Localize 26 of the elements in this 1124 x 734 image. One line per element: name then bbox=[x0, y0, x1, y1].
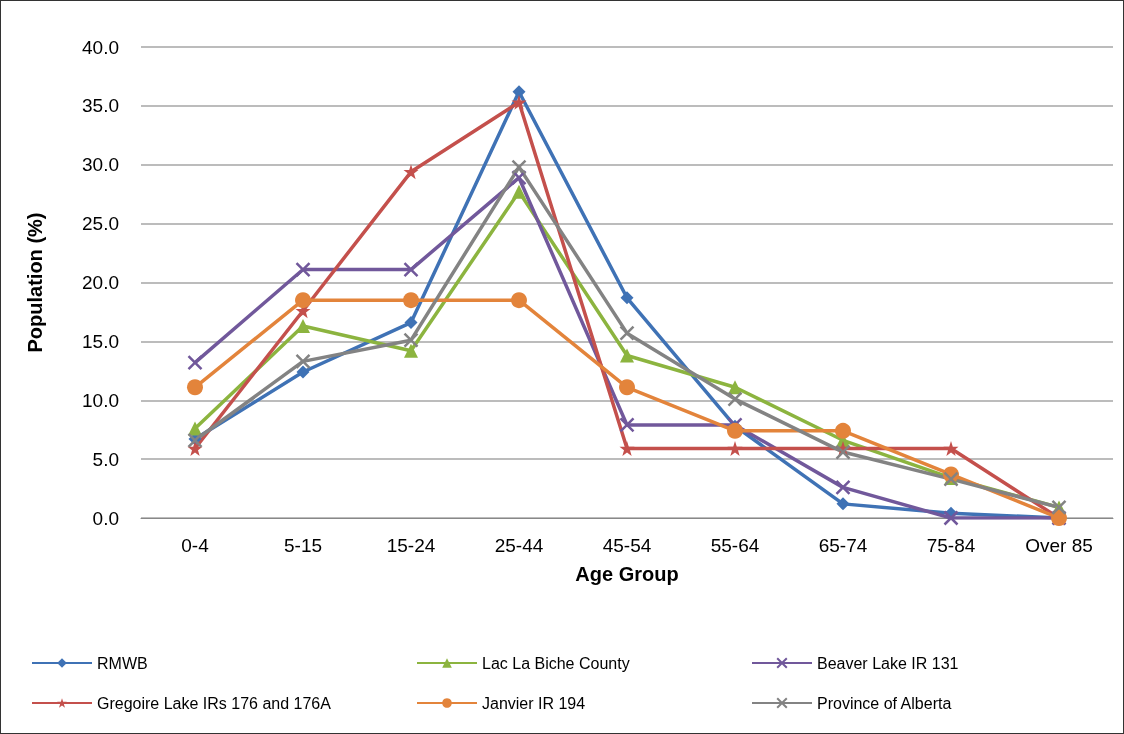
y-axis-title: Population (%) bbox=[24, 212, 46, 353]
legend-label: Province of Alberta bbox=[817, 694, 952, 712]
legend-label: RMWB bbox=[97, 654, 148, 672]
legend-label: Gregoire Lake IRs 176 and 176A bbox=[97, 694, 332, 712]
y-tick-label: 5.0 bbox=[92, 448, 119, 470]
x-tick-label: 75-84 bbox=[926, 535, 976, 556]
legend-label: Lac La Biche County bbox=[482, 654, 630, 672]
x-tick-label: 65-74 bbox=[818, 535, 868, 556]
x-tick-label: Over 85 bbox=[1025, 535, 1093, 556]
x-tick-label: 45-54 bbox=[602, 535, 652, 556]
y-tick-label: 25.0 bbox=[82, 213, 119, 235]
x-axis-title: Age Group bbox=[575, 563, 679, 585]
y-tick-label: 40.0 bbox=[82, 36, 119, 58]
y-tick-label: 10.0 bbox=[82, 389, 119, 411]
y-tick-label: 30.0 bbox=[82, 154, 119, 176]
y-tick-label: 15.0 bbox=[82, 330, 119, 352]
x-tick-label: 15-24 bbox=[386, 535, 436, 556]
y-tick-label: 20.0 bbox=[82, 272, 119, 293]
x-tick-label: 25-44 bbox=[494, 535, 544, 556]
legend-label: Beaver Lake IR 131 bbox=[817, 654, 959, 672]
y-tick-label: 0.0 bbox=[92, 507, 119, 529]
x-tick-label: 5-15 bbox=[283, 535, 323, 556]
x-tick-label: 55-64 bbox=[710, 535, 760, 556]
x-tick-label: 0-4 bbox=[181, 535, 210, 556]
y-tick-label: 35.0 bbox=[82, 95, 119, 117]
legend-label: Janvier IR 194 bbox=[482, 694, 586, 712]
